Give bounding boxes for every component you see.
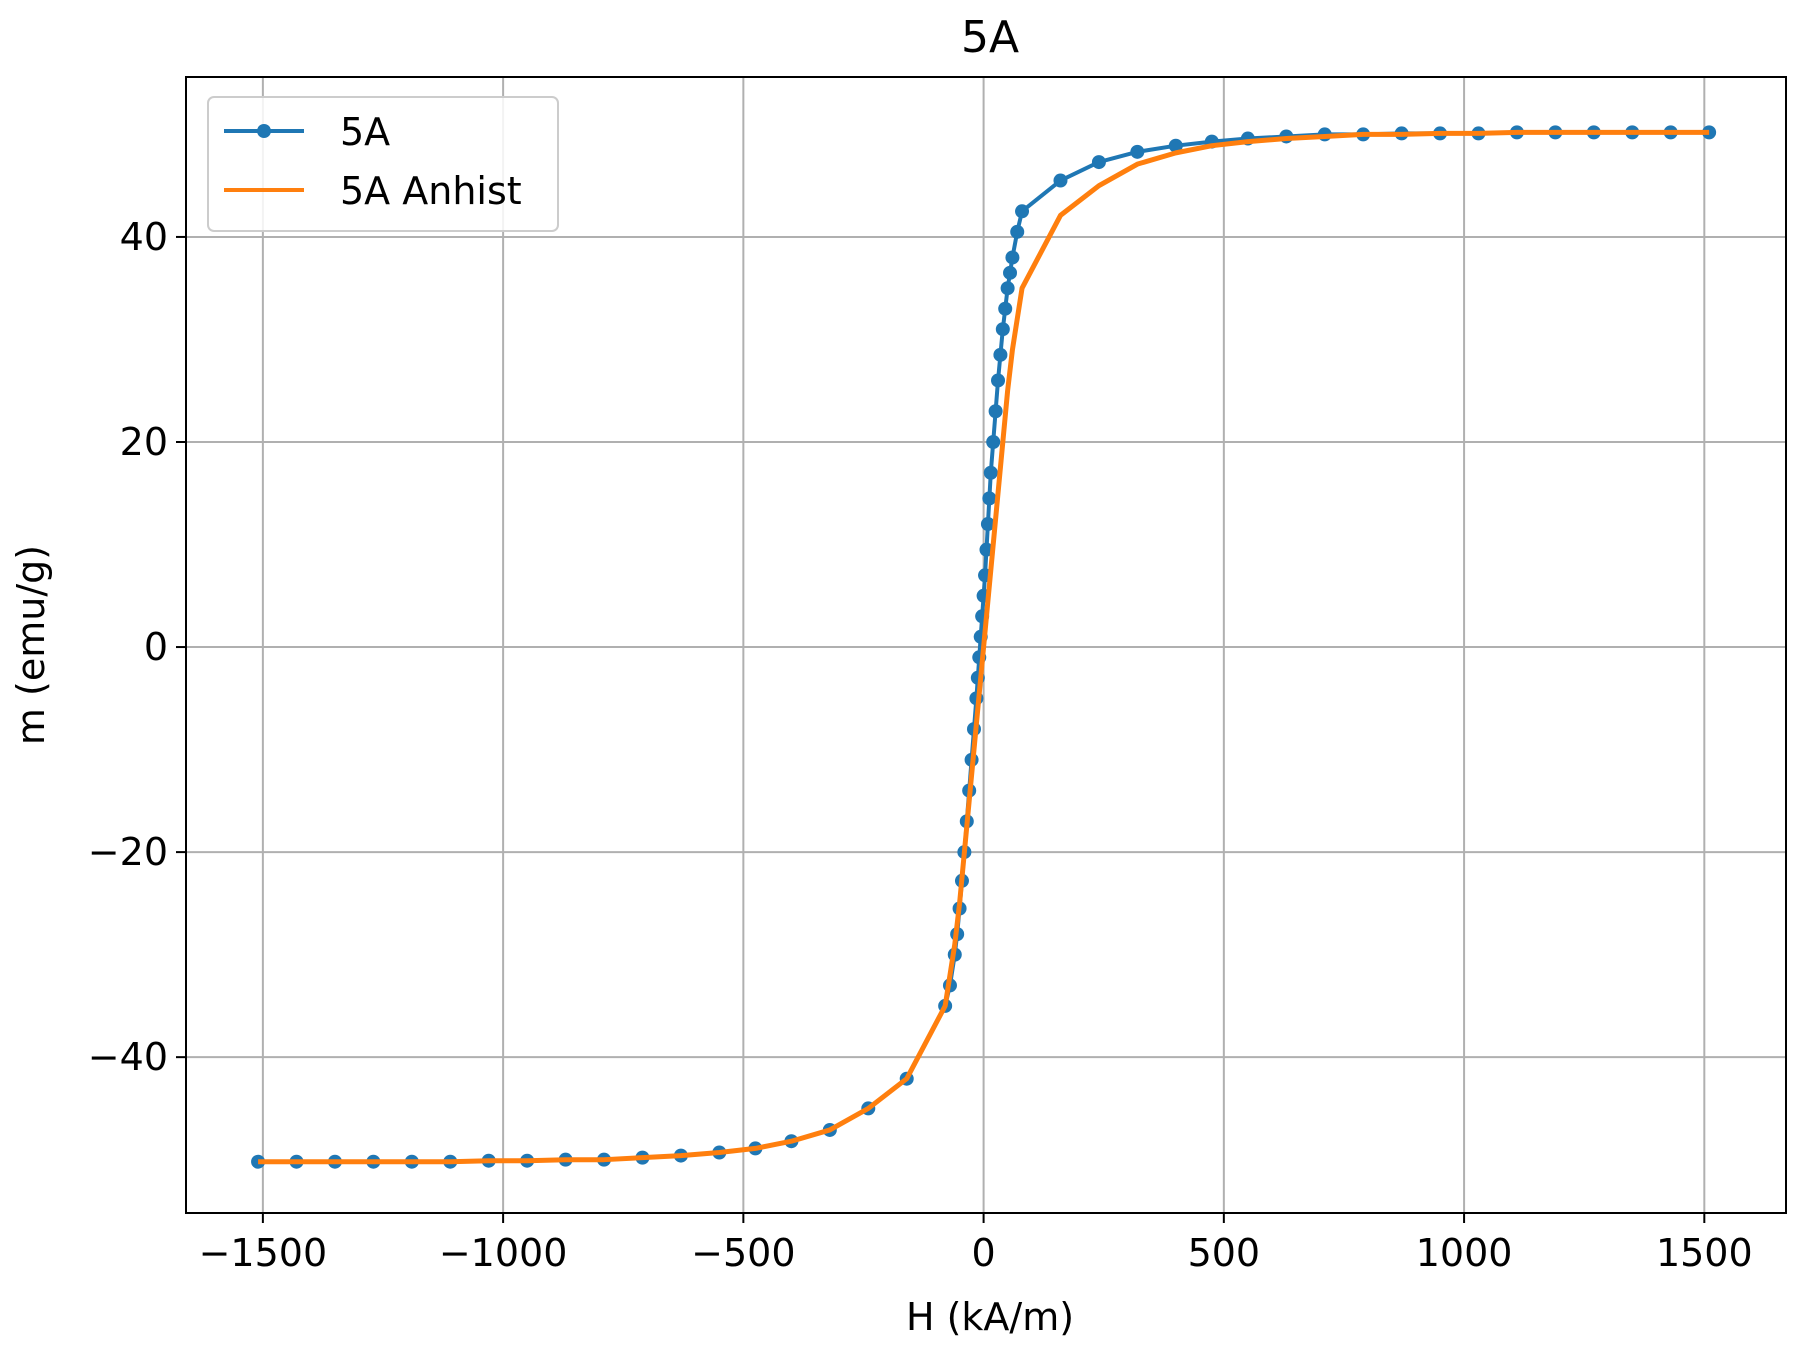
series-layer	[251, 125, 1717, 1169]
data-point-5A	[982, 491, 997, 506]
series-line-5A-anhist	[258, 129, 1710, 1165]
data-point-5A	[995, 322, 1010, 337]
y-tick-label: 0	[144, 625, 168, 669]
y-axis-label: m (emu/g)	[9, 545, 53, 745]
data-point-5A	[1015, 204, 1030, 219]
y-tick-label: 20	[120, 420, 168, 464]
data-point-5A	[1702, 125, 1717, 140]
x-axis-label: H (kA/m)	[906, 1295, 1074, 1339]
y-tick-label: −20	[88, 830, 168, 874]
legend-label-5A-anhist: 5A Anhist	[340, 169, 522, 213]
data-point-5A	[980, 517, 995, 532]
x-tick-label: 1500	[1656, 1231, 1753, 1275]
data-point-5A	[998, 301, 1013, 316]
legend-label-5A: 5A	[340, 110, 390, 154]
legend: 5A 5A Anhist	[207, 96, 559, 232]
chart-title: 5A	[961, 12, 1019, 63]
data-point-5A	[993, 347, 1008, 362]
axis-ticks: −1500 −1000 −500 0 500 1000 1500 −40 −20 0 20 40	[88, 215, 1753, 1275]
legend-marker-5A	[257, 124, 271, 138]
data-point-5A	[1130, 144, 1145, 159]
data-point-5A	[991, 373, 1006, 388]
x-tick-label: 1000	[1416, 1231, 1513, 1275]
data-point-5A	[983, 465, 998, 480]
x-tick-label: 0	[972, 1231, 996, 1275]
data-point-5A	[1000, 281, 1015, 296]
y-tick-label: −40	[88, 1035, 168, 1079]
data-point-5A	[1010, 224, 1025, 239]
data-point-5A	[1003, 265, 1018, 280]
x-tick-label: −1000	[439, 1231, 568, 1275]
data-point-5A	[1091, 155, 1106, 170]
y-tick-label: 40	[120, 215, 168, 259]
x-tick-label: −1500	[199, 1231, 328, 1275]
data-point-5A	[1168, 138, 1183, 153]
data-point-5A	[986, 434, 1001, 449]
data-point-5A	[1005, 250, 1020, 265]
x-tick-label: 500	[1188, 1231, 1261, 1275]
plot-frame	[185, 76, 1787, 1214]
x-tick-label: −500	[691, 1231, 795, 1275]
data-point-5A	[1053, 173, 1068, 188]
data-point-5A	[988, 404, 1003, 419]
